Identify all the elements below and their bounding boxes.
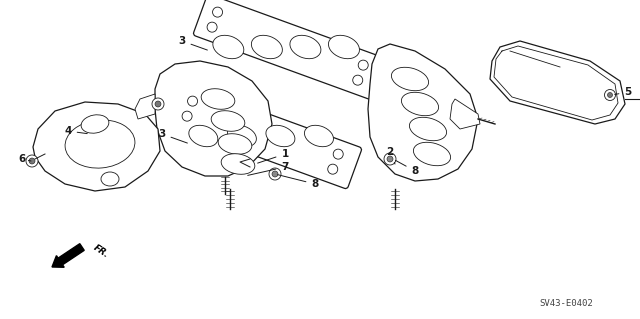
Ellipse shape bbox=[207, 22, 217, 32]
Ellipse shape bbox=[26, 155, 38, 167]
Polygon shape bbox=[155, 61, 272, 176]
Ellipse shape bbox=[227, 125, 257, 147]
Text: 6: 6 bbox=[0, 318, 1, 319]
Polygon shape bbox=[135, 94, 155, 119]
FancyArrow shape bbox=[52, 244, 84, 267]
Text: 3: 3 bbox=[179, 36, 207, 50]
Text: 5: 5 bbox=[615, 87, 632, 97]
Ellipse shape bbox=[353, 75, 363, 85]
Text: 8: 8 bbox=[396, 160, 419, 176]
Ellipse shape bbox=[272, 171, 278, 177]
Ellipse shape bbox=[218, 134, 252, 154]
Polygon shape bbox=[450, 99, 480, 129]
Ellipse shape bbox=[29, 158, 35, 164]
Ellipse shape bbox=[211, 111, 245, 131]
Ellipse shape bbox=[305, 125, 333, 147]
Ellipse shape bbox=[101, 172, 119, 186]
Ellipse shape bbox=[182, 111, 192, 121]
Ellipse shape bbox=[269, 168, 281, 180]
Ellipse shape bbox=[413, 142, 451, 166]
Ellipse shape bbox=[290, 35, 321, 59]
Text: SV43-E0402: SV43-E0402 bbox=[540, 300, 593, 308]
Text: 7: 7 bbox=[248, 162, 289, 175]
Ellipse shape bbox=[607, 93, 612, 98]
Polygon shape bbox=[490, 41, 625, 124]
Ellipse shape bbox=[387, 156, 393, 162]
Ellipse shape bbox=[266, 125, 295, 147]
Ellipse shape bbox=[333, 149, 343, 159]
Ellipse shape bbox=[252, 35, 282, 59]
Ellipse shape bbox=[65, 120, 135, 168]
Ellipse shape bbox=[328, 164, 338, 174]
Text: 6: 6 bbox=[19, 154, 31, 164]
Text: 3: 3 bbox=[158, 129, 188, 143]
Ellipse shape bbox=[81, 115, 109, 133]
Ellipse shape bbox=[188, 96, 198, 106]
Ellipse shape bbox=[401, 92, 438, 116]
Polygon shape bbox=[33, 102, 160, 191]
FancyBboxPatch shape bbox=[193, 0, 387, 100]
Text: 4: 4 bbox=[64, 126, 87, 136]
Ellipse shape bbox=[152, 98, 164, 110]
Ellipse shape bbox=[212, 7, 223, 17]
Ellipse shape bbox=[384, 153, 396, 165]
Ellipse shape bbox=[221, 154, 255, 174]
Ellipse shape bbox=[213, 35, 244, 59]
Ellipse shape bbox=[328, 35, 360, 59]
Text: 8: 8 bbox=[278, 175, 319, 189]
Ellipse shape bbox=[605, 90, 616, 100]
Text: FR.: FR. bbox=[92, 243, 111, 259]
Ellipse shape bbox=[358, 60, 368, 70]
Polygon shape bbox=[368, 44, 478, 181]
Ellipse shape bbox=[392, 67, 429, 91]
Text: 2: 2 bbox=[387, 147, 395, 164]
Ellipse shape bbox=[201, 89, 235, 109]
Ellipse shape bbox=[410, 117, 447, 141]
Ellipse shape bbox=[189, 125, 218, 147]
FancyBboxPatch shape bbox=[168, 83, 362, 189]
Ellipse shape bbox=[155, 101, 161, 107]
Text: 1: 1 bbox=[258, 149, 289, 163]
